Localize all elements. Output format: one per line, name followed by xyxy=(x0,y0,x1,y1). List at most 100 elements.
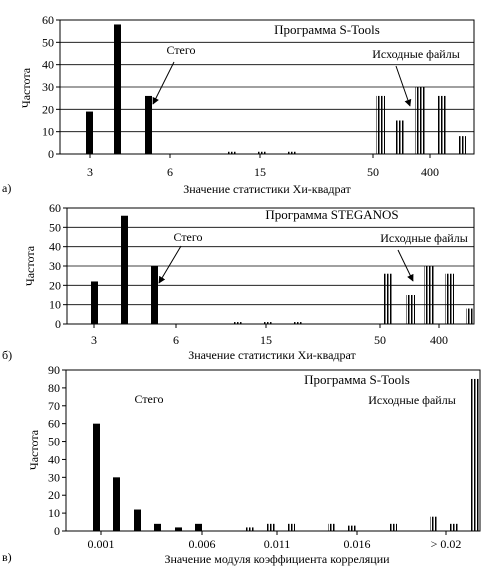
x-tick-label: > 0.02 xyxy=(431,537,462,551)
panel-label: б) xyxy=(2,348,12,362)
bar-source xyxy=(264,322,273,324)
bar-source xyxy=(415,87,426,154)
chart-title: Программа S-Tools xyxy=(274,22,380,37)
bar-source xyxy=(294,322,303,324)
annotation-source-files: Исходные файлы xyxy=(380,231,468,245)
y-axis-label: Частота xyxy=(23,245,37,286)
x-tick-label: 6 xyxy=(167,165,173,179)
bar-stego xyxy=(151,266,158,324)
bar-source xyxy=(287,523,295,531)
bar-source xyxy=(376,95,385,154)
annotation-stego: Стего xyxy=(166,43,195,57)
bar-stego xyxy=(134,509,141,531)
y-tick-label: 90 xyxy=(48,363,60,377)
bar-stego xyxy=(93,423,100,531)
bar-stego xyxy=(145,95,152,154)
y-tick-label: 0 xyxy=(55,317,61,331)
y-tick-label: 60 xyxy=(49,201,61,215)
y-tick-label: 0 xyxy=(54,524,60,538)
y-tick-label: 80 xyxy=(48,381,60,395)
x-tick-label: 3 xyxy=(91,333,97,347)
arrow-stego xyxy=(158,245,182,284)
bar-source xyxy=(471,378,479,531)
x-axis-label: Значение статистики Хи-квадрат xyxy=(183,182,351,196)
y-tick-label: 10 xyxy=(49,298,61,312)
bar-source xyxy=(389,523,397,531)
y-tick-label: 20 xyxy=(49,278,61,292)
x-axis-label: Значение модуля коэффициента корреляции xyxy=(164,552,390,566)
x-tick-label: 0.011 xyxy=(264,537,291,551)
bar-source xyxy=(437,95,446,154)
bar-source xyxy=(348,525,356,531)
y-tick-label: 10 xyxy=(48,506,60,520)
y-tick-label: 40 xyxy=(48,452,60,466)
chart-panel-3: 0 10 20 30 40 50 60 70 80 90 0.001 0.006 0.011 0.016 >… xyxy=(2,363,481,566)
y-tick-label: 60 xyxy=(42,13,54,27)
bar-stego xyxy=(114,24,121,154)
y-tick-label: 10 xyxy=(42,125,54,139)
annotation-stego: Стего xyxy=(173,230,202,244)
y-tick-label: 50 xyxy=(49,220,61,234)
x-tick-label: 50 xyxy=(367,165,379,179)
bar-source xyxy=(445,273,454,324)
x-tick-label: 400 xyxy=(430,333,448,347)
x-tick-label: 15 xyxy=(254,165,266,179)
x-tick-label: 0.006 xyxy=(189,537,216,551)
x-tick-label: 0.016 xyxy=(344,537,371,551)
arrow-stego xyxy=(152,61,175,105)
x-tick-label: 0.001 xyxy=(88,537,115,551)
bar-source xyxy=(287,151,296,154)
y-tick-label: 60 xyxy=(48,417,60,431)
chart-panel-2: 0 10 20 30 40 50 60 3 6 15 50 400 Программа STEGANOS… xyxy=(2,201,475,362)
y-axis-label: Частота xyxy=(27,429,41,470)
x-tick-label: 3 xyxy=(87,165,93,179)
bar-stego xyxy=(195,523,202,531)
y-tick-label: 30 xyxy=(42,80,54,94)
annotation-source-files: Исходные файлы xyxy=(368,393,456,407)
bar-source xyxy=(227,151,236,154)
x-tick-label: 400 xyxy=(421,165,439,179)
y-tick-label: 30 xyxy=(48,470,60,484)
y-tick-label: 20 xyxy=(42,102,54,116)
chart-panel-1: 0 10 20 30 40 50 60 3 6 15 50 400 Программа S-Tools С… xyxy=(2,13,475,196)
bar-stego xyxy=(154,523,161,531)
x-tick-label: 50 xyxy=(374,333,386,347)
bar-source xyxy=(466,308,474,324)
bar-stego xyxy=(91,281,98,324)
y-tick-label: 70 xyxy=(48,399,60,413)
bar-source xyxy=(233,322,242,324)
bar-source xyxy=(424,266,435,324)
bar-source xyxy=(458,136,466,154)
annotation-stego: Стего xyxy=(134,392,163,406)
bar-stego xyxy=(121,215,128,324)
panel-label: а) xyxy=(2,181,11,195)
y-axis-label: Частота xyxy=(19,67,33,108)
x-tick-label: 15 xyxy=(260,333,272,347)
bar-source xyxy=(257,151,266,154)
panel-label: в) xyxy=(2,550,12,564)
arrow-source-files xyxy=(395,65,412,107)
bar-stego xyxy=(86,111,93,154)
arrow-source-files xyxy=(397,249,414,282)
y-tick-label: 50 xyxy=(42,35,54,49)
bar-source xyxy=(396,120,405,154)
x-axis-label: Значение статистики Хи-квадрат xyxy=(188,348,356,362)
bar-source xyxy=(267,523,275,531)
bar-stego xyxy=(113,477,120,531)
bar-source xyxy=(246,527,254,531)
y-tick-label: 0 xyxy=(48,147,54,161)
bar-source xyxy=(450,523,458,531)
bar-source xyxy=(328,523,336,531)
y-tick-label: 30 xyxy=(49,259,61,273)
bar-stego xyxy=(175,527,182,531)
bar-source xyxy=(430,516,438,531)
x-tick-label: 6 xyxy=(173,333,179,347)
y-tick-label: 40 xyxy=(42,58,54,72)
bar-source xyxy=(383,273,392,324)
annotation-source-files: Исходные файлы xyxy=(372,47,460,61)
chart-title: Программа S-Tools xyxy=(304,372,410,387)
y-tick-label: 20 xyxy=(48,488,60,502)
bar-source xyxy=(406,295,415,324)
y-tick-label: 40 xyxy=(49,240,61,254)
